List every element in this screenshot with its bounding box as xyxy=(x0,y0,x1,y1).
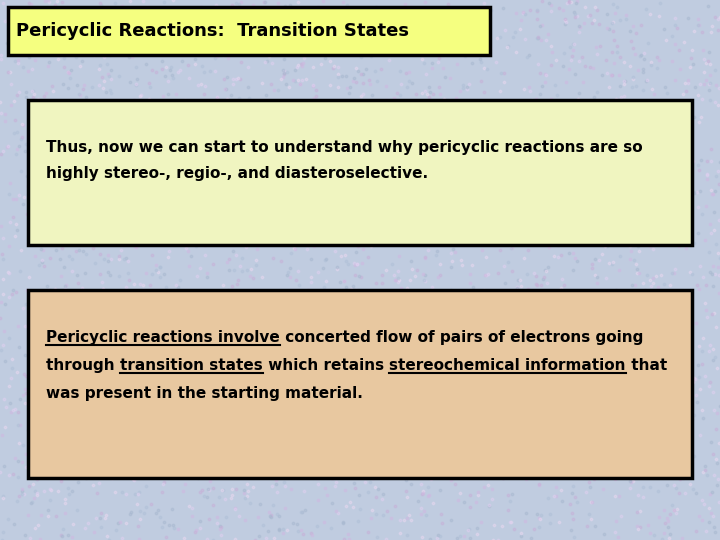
Text: concerted flow of pairs of electrons going: concerted flow of pairs of electrons goi… xyxy=(280,330,643,345)
Text: stereochemical information: stereochemical information xyxy=(389,358,626,373)
Text: that: that xyxy=(626,358,667,373)
Text: was present in the starting material.: was present in the starting material. xyxy=(46,386,363,401)
Text: Thus, now we can start to understand why pericyclic reactions are so: Thus, now we can start to understand why… xyxy=(46,140,643,155)
Text: through: through xyxy=(46,358,120,373)
FancyBboxPatch shape xyxy=(8,7,490,55)
Text: transition states: transition states xyxy=(120,358,263,373)
FancyBboxPatch shape xyxy=(28,290,692,478)
Text: Pericyclic reactions involve: Pericyclic reactions involve xyxy=(46,330,280,345)
Text: highly stereo-, regio-, and diasteroselective.: highly stereo-, regio-, and diasterosele… xyxy=(46,166,428,181)
Text: Pericyclic Reactions:  Transition States: Pericyclic Reactions: Transition States xyxy=(16,22,409,40)
Text: which retains: which retains xyxy=(263,358,389,373)
FancyBboxPatch shape xyxy=(28,100,692,245)
